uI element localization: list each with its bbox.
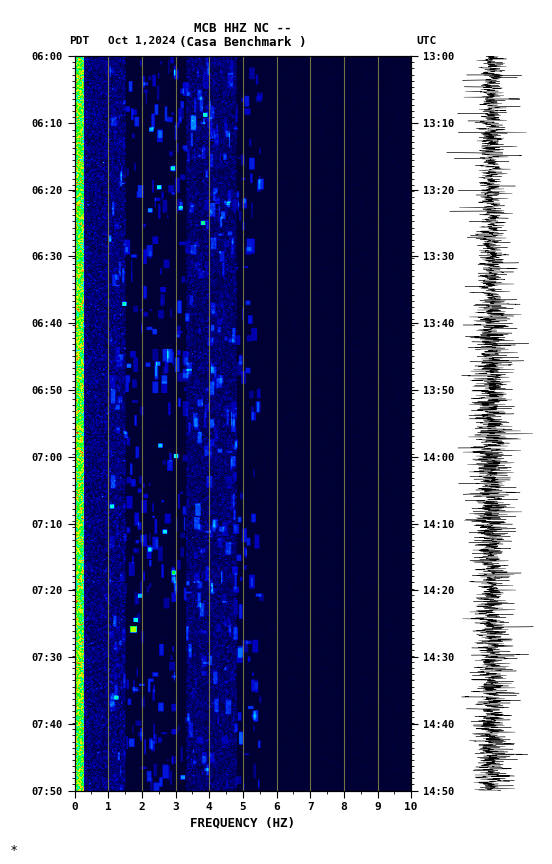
Text: PDT: PDT	[69, 36, 89, 47]
Text: *: *	[11, 843, 17, 856]
Text: MCB HHZ NC --: MCB HHZ NC --	[194, 22, 291, 35]
X-axis label: FREQUENCY (HZ): FREQUENCY (HZ)	[190, 816, 295, 829]
Text: UTC: UTC	[417, 36, 437, 47]
Text: Oct 1,2024: Oct 1,2024	[108, 36, 175, 47]
Text: (Casa Benchmark ): (Casa Benchmark )	[179, 36, 306, 49]
